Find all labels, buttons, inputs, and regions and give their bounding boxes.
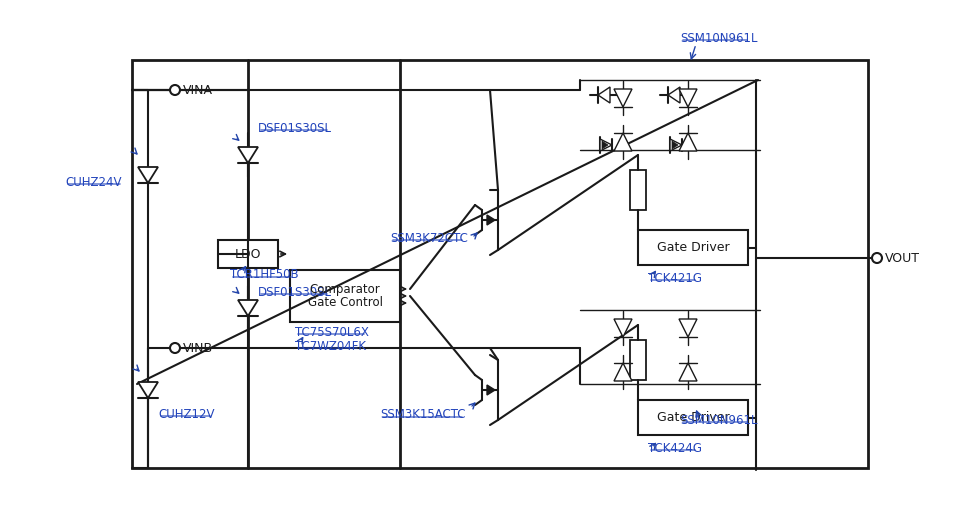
Text: VINA: VINA	[183, 83, 213, 96]
FancyBboxPatch shape	[218, 240, 278, 268]
FancyBboxPatch shape	[134, 153, 162, 197]
Text: TC7WZ04FK: TC7WZ04FK	[295, 340, 366, 353]
FancyBboxPatch shape	[638, 400, 748, 435]
Polygon shape	[138, 382, 158, 398]
Text: DSF01S30SL: DSF01S30SL	[258, 286, 332, 299]
FancyBboxPatch shape	[234, 133, 262, 177]
Text: VINB: VINB	[183, 341, 213, 354]
Polygon shape	[614, 89, 632, 107]
Polygon shape	[672, 141, 678, 149]
Text: TC75S70L6X: TC75S70L6X	[295, 326, 369, 339]
Polygon shape	[487, 215, 495, 225]
Text: TCK424G: TCK424G	[648, 441, 702, 454]
FancyBboxPatch shape	[290, 270, 400, 322]
Circle shape	[872, 253, 882, 263]
Polygon shape	[679, 133, 697, 151]
Text: Comparator: Comparator	[310, 282, 380, 295]
Polygon shape	[679, 363, 697, 381]
FancyBboxPatch shape	[638, 230, 748, 265]
Polygon shape	[600, 139, 612, 151]
FancyBboxPatch shape	[234, 286, 262, 330]
Text: DSF01S30SL: DSF01S30SL	[258, 121, 332, 134]
Circle shape	[170, 343, 180, 353]
FancyBboxPatch shape	[468, 360, 512, 425]
FancyBboxPatch shape	[132, 60, 868, 468]
Polygon shape	[679, 89, 697, 107]
Text: SSM10N961L: SSM10N961L	[680, 414, 757, 427]
Text: TCK421G: TCK421G	[648, 271, 702, 284]
Polygon shape	[668, 87, 680, 103]
FancyBboxPatch shape	[578, 60, 748, 175]
Text: TCR1HF50B: TCR1HF50B	[230, 268, 299, 281]
Text: LDO: LDO	[235, 247, 261, 260]
Polygon shape	[670, 139, 682, 151]
FancyBboxPatch shape	[630, 170, 646, 210]
Polygon shape	[238, 300, 258, 316]
Polygon shape	[614, 319, 632, 337]
FancyBboxPatch shape	[630, 340, 646, 380]
Text: SSM3K72CTC: SSM3K72CTC	[390, 231, 468, 244]
Text: Gate Control: Gate Control	[307, 296, 382, 309]
Polygon shape	[598, 87, 610, 103]
Text: Gate Driver: Gate Driver	[657, 241, 730, 254]
Polygon shape	[602, 141, 608, 149]
Text: VOUT: VOUT	[885, 252, 920, 265]
Polygon shape	[679, 319, 697, 337]
Polygon shape	[138, 167, 158, 183]
FancyBboxPatch shape	[580, 308, 755, 423]
Polygon shape	[238, 147, 258, 163]
Text: CUHZ12V: CUHZ12V	[158, 407, 214, 420]
Text: CUHZ24V: CUHZ24V	[65, 176, 122, 189]
Text: SSM10N961L: SSM10N961L	[680, 31, 757, 44]
FancyBboxPatch shape	[468, 190, 512, 255]
FancyBboxPatch shape	[134, 368, 162, 412]
Polygon shape	[614, 133, 632, 151]
Circle shape	[170, 85, 180, 95]
Polygon shape	[487, 385, 495, 395]
FancyBboxPatch shape	[580, 65, 755, 180]
Text: SSM3K15ACTC: SSM3K15ACTC	[380, 408, 466, 421]
Polygon shape	[614, 363, 632, 381]
Text: Gate Driver: Gate Driver	[657, 411, 730, 424]
